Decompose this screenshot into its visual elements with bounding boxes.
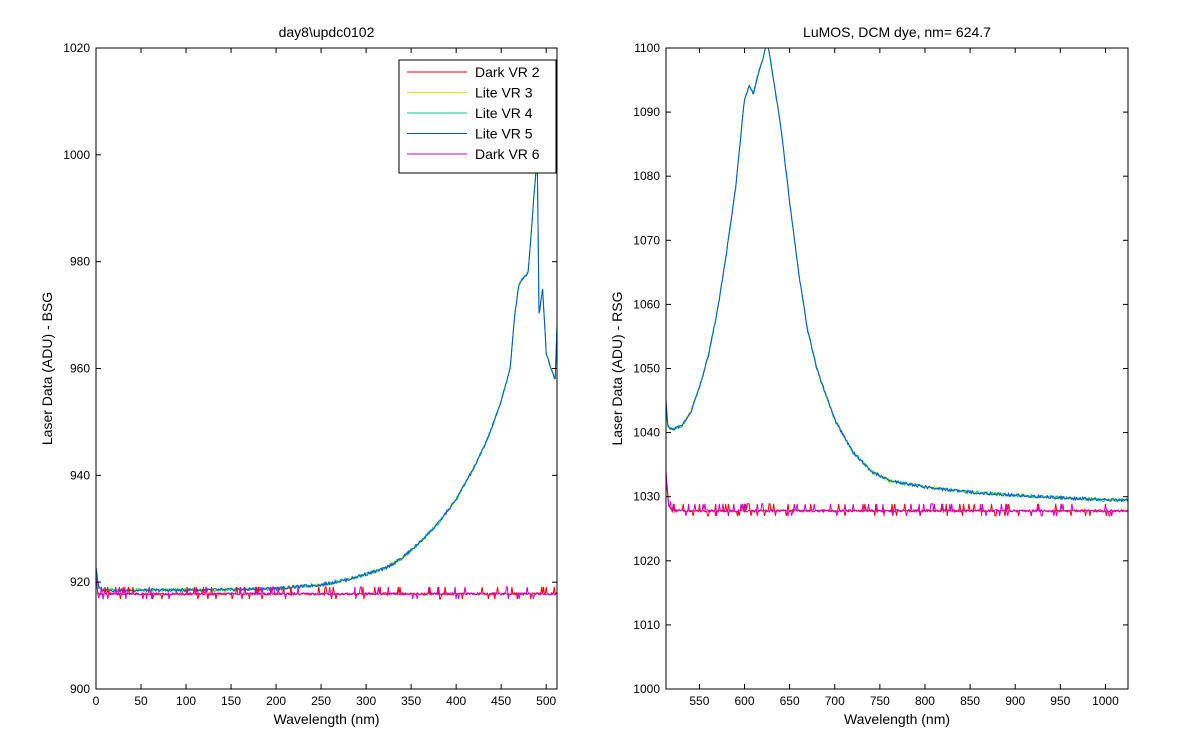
x-tick-label: 800 [915, 694, 935, 708]
x-tick-label: 500 [536, 694, 556, 708]
x-axis-title: Wavelength (nm) [273, 711, 379, 727]
legend-label: Lite VR 4 [475, 105, 533, 121]
x-tick-label: 450 [491, 694, 511, 708]
legend-label: Lite VR 5 [475, 126, 533, 142]
x-tick-label: 600 [734, 694, 754, 708]
series-line-lite-vr-5 [96, 155, 557, 594]
y-tick-label: 1040 [633, 426, 660, 440]
x-tick-label: 550 [689, 694, 709, 708]
y-tick-label: 1050 [633, 362, 660, 376]
x-tick-label: 750 [870, 694, 890, 708]
x-tick-label: 1000 [1092, 694, 1119, 708]
legend: Dark VR 2 Lite VR 3 Lite VR 4 Lite VR 5 Dark… [398, 59, 557, 174]
series-line-dark-vr-2 [96, 581, 557, 600]
y-tick-label: 1020 [633, 554, 660, 568]
x-tick-label: 250 [311, 694, 331, 708]
legend-label: Dark VR 2 [475, 64, 540, 80]
legend-label: Dark VR 6 [475, 146, 540, 162]
y-tick-label: 1070 [633, 233, 660, 247]
x-tick-label: 100 [176, 694, 196, 708]
x-axis-title: Wavelength (nm) [844, 711, 950, 727]
y-tick-label: 1090 [633, 105, 660, 119]
x-tick-label: 850 [960, 694, 980, 708]
y-axis-title: Laser Data (ADU) - BSG [39, 292, 55, 445]
plot-area [666, 48, 1128, 689]
left-chart-panel: 0 50 100 150 200 250 300 350 400 450 500 900 920 940 9… [39, 24, 558, 727]
series-line-dark-vr-6 [96, 577, 557, 600]
legend-label: Lite VR 3 [475, 85, 533, 101]
series-group [666, 48, 1128, 517]
y-tick-label: 1020 [63, 41, 90, 55]
x-tick-label: 350 [401, 694, 421, 708]
y-tick-label: 1060 [633, 297, 660, 311]
y-tick-label: 940 [70, 468, 90, 482]
x-tick-label: 50 [134, 694, 148, 708]
chart-title: LuMOS, DCM dye, nm= 624.7 [803, 24, 991, 40]
y-axis-title: Laser Data (ADU) - RSG [609, 291, 625, 445]
y-tick-label: 920 [70, 575, 90, 589]
y-tick-label: 1080 [633, 169, 660, 183]
y-tick-label: 980 [70, 255, 90, 269]
x-tick-label: 0 [93, 694, 100, 708]
y-tick-label: 1030 [633, 490, 660, 504]
x-tick-label: 300 [356, 694, 376, 708]
y-tick-label: 1000 [63, 148, 90, 162]
x-tick-label: 950 [1050, 694, 1070, 708]
y-tick-label: 1010 [633, 618, 660, 632]
x-tick-label: 650 [780, 694, 800, 708]
y-tick-label: 1000 [633, 682, 660, 696]
y-tick-label: 960 [70, 362, 90, 376]
chart-title: day8\updc0102 [279, 24, 375, 40]
x-tick-label: 200 [266, 694, 286, 708]
series-line-dark-vr-6 [666, 470, 1128, 517]
series-line-lite-vr-5 [666, 48, 1128, 503]
right-chart-panel: 550 600 650 700 750 800 850 900 950 1000 1000 1010 1… [609, 24, 1129, 727]
x-tick-label: 900 [1005, 694, 1025, 708]
series-group [96, 154, 557, 600]
x-tick-label: 700 [825, 694, 845, 708]
y-tick-label: 900 [70, 682, 90, 696]
x-tick-label: 150 [221, 694, 241, 708]
y-tick-label: 1100 [634, 41, 660, 55]
x-tick-label: 400 [446, 694, 466, 708]
